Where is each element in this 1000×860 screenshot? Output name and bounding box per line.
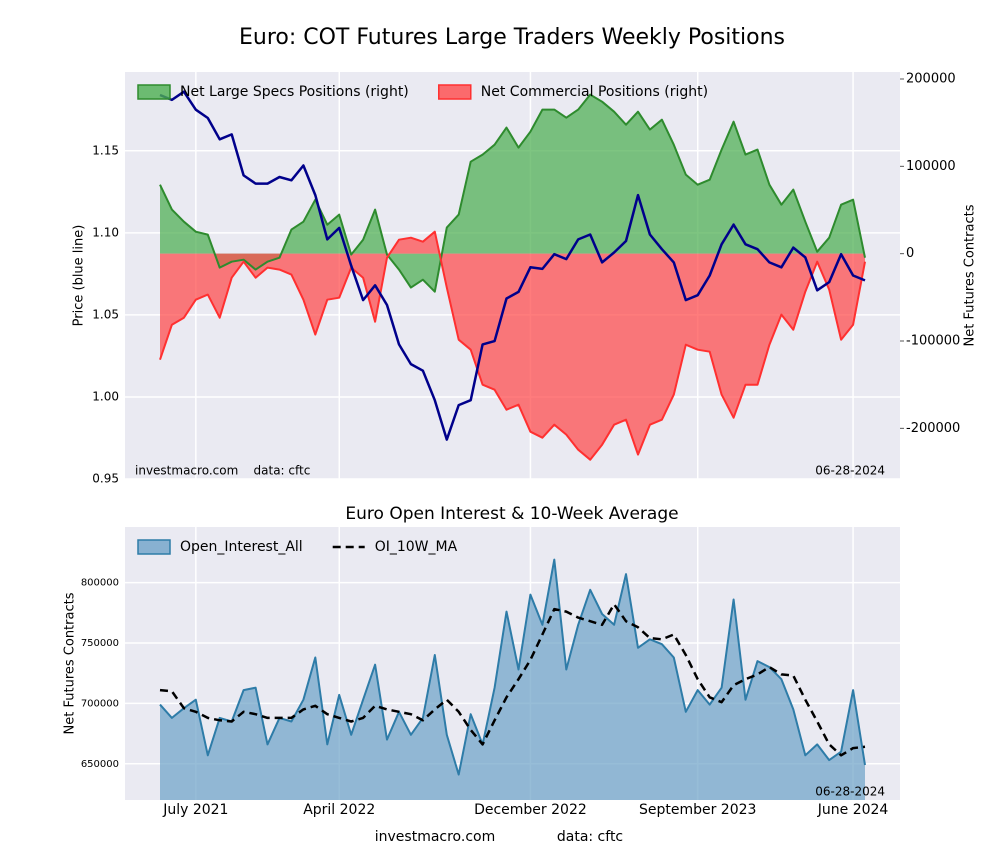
footer: investmacro.com	[375, 829, 495, 845]
legend-swatch	[137, 84, 171, 100]
y2-axis-label: Net Futures Contracts	[963, 204, 978, 346]
y-tick-label: 800000	[81, 578, 119, 589]
x-tick-label: July 2021	[162, 802, 228, 818]
x-tick-label: April 2022	[303, 802, 375, 818]
y2-tick-label: 100000	[906, 159, 956, 174]
y2-tick-label: 0	[906, 246, 914, 261]
y-tick-label: 0.95	[92, 472, 119, 486]
y-tick-label: 1.05	[92, 307, 119, 321]
line	[159, 603, 866, 757]
legend-label: OI_10W_MA	[375, 539, 458, 555]
plot-area	[159, 558, 866, 800]
x-tick-label: September 2023	[639, 802, 756, 818]
y-tick-label: 1.10	[92, 225, 119, 239]
chart-title: Euro Open Interest & 10-Week Average	[345, 504, 678, 524]
y-axis-label: Net Futures Contracts	[63, 592, 78, 734]
line	[159, 230, 866, 461]
y-tick-label: 1.00	[92, 389, 119, 403]
line	[159, 90, 866, 441]
y-axis-label: Price (blue line)	[72, 225, 87, 327]
chart-title: Euro: COT Futures Large Traders Weekly P…	[239, 25, 785, 50]
x-tick-label: December 2022	[474, 802, 587, 818]
y-tick-label: 700000	[81, 698, 119, 709]
legend-label: Net Commercial Positions (right)	[481, 84, 708, 100]
area	[160, 231, 865, 460]
legend-swatch	[438, 84, 472, 100]
legend-label: Open_Interest_All	[180, 539, 303, 555]
y-tick-label: 1.15	[92, 143, 119, 157]
plot-area	[159, 90, 866, 461]
annotation: investmacro.com data: cftc	[135, 464, 310, 478]
y2-tick-label: -200000	[906, 421, 960, 436]
line	[159, 93, 866, 293]
line	[159, 558, 866, 776]
legend-swatch	[137, 539, 171, 555]
area	[160, 559, 865, 800]
legend-label: Net Large Specs Positions (right)	[180, 84, 409, 100]
area	[160, 94, 865, 292]
annotation: 06-28-2024	[815, 785, 885, 799]
y2-tick-label: -100000	[906, 334, 960, 349]
y2-tick-label: 200000	[906, 71, 956, 86]
annotation: 06-28-2024	[815, 464, 885, 478]
y-tick-label: 750000	[81, 638, 119, 649]
footer: data: cftc	[557, 829, 623, 845]
y-tick-label: 650000	[81, 759, 119, 770]
x-tick-label: June 2024	[817, 802, 889, 818]
